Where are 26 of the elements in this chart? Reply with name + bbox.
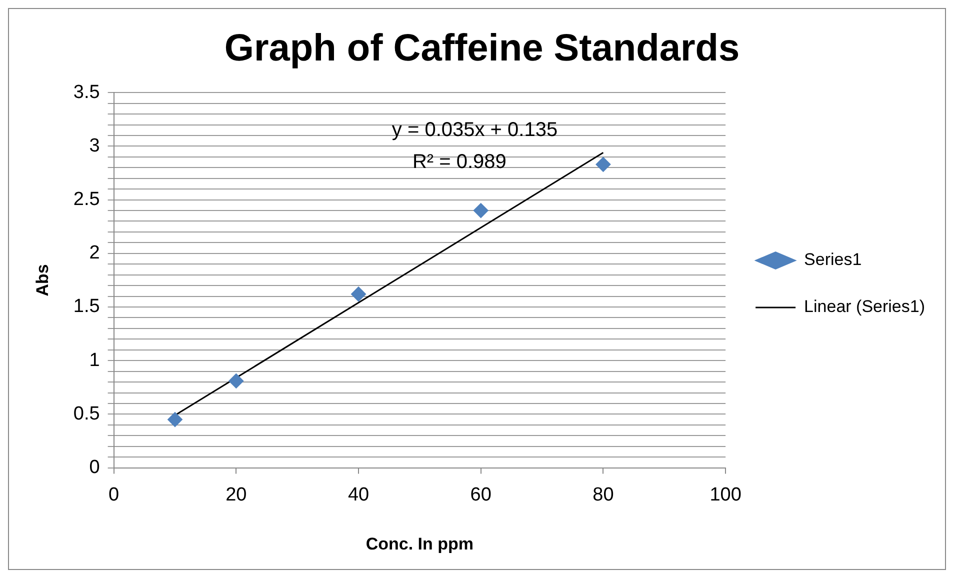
y-tick-label: 2 [89,242,100,264]
x-tick-label: 20 [226,484,247,506]
chart-title: Graph of Caffeine Standards [224,27,740,70]
y-tick-label: 1.5 [73,296,100,318]
annotation: R² = 0.989 [412,151,506,174]
x-tick-label: 40 [348,484,370,506]
point [596,156,611,172]
x-tick-label: 80 [592,484,614,506]
point [228,373,244,388]
point [167,412,182,428]
point [473,203,488,218]
y-tick-label: 0 [89,457,100,478]
x-axis-title: Conc. In ppm [366,534,474,554]
legend-label: Series1 [804,250,862,270]
y-tick-label: 2.5 [73,189,100,210]
y-tick-label: 3.5 [73,82,100,103]
x-tick-label: 100 [710,484,742,506]
y-tick-label: 3 [89,135,100,156]
x-tick-label: 60 [470,484,492,506]
annotation: y = 0.035x + 0.135 [392,119,558,142]
y-tick-label: 1 [89,350,100,371]
y-tick-label: 0.5 [73,403,100,424]
point [351,286,366,302]
x-tick-label: 0 [108,484,120,506]
y-axis-title: Abs [32,264,52,296]
legend-label: Linear (Series1) [804,297,926,316]
